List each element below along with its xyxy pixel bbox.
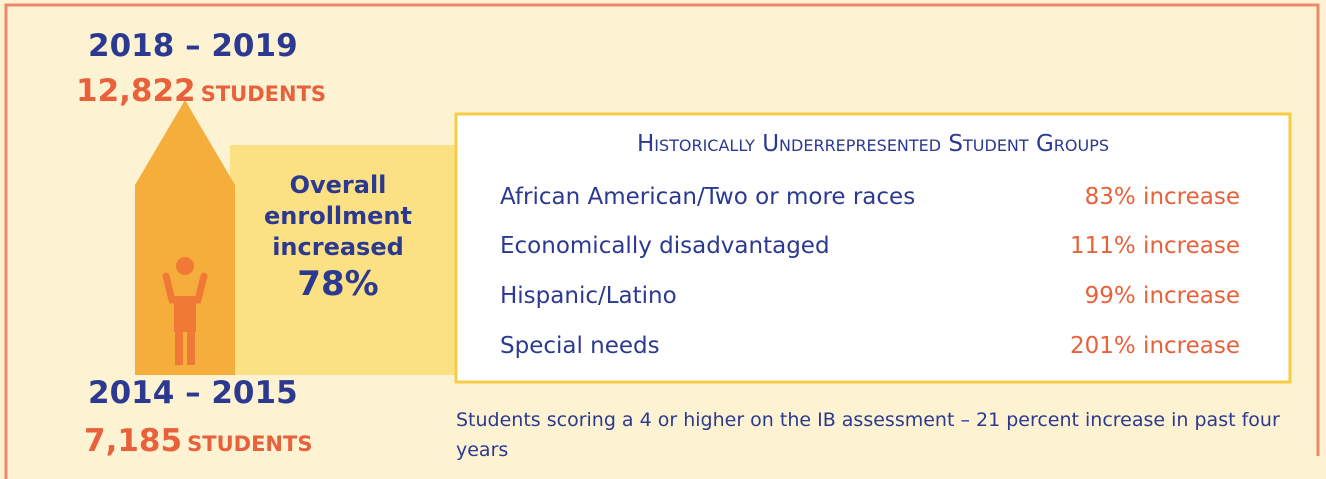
group-row: Economically disadvantaged 111% increase: [500, 233, 1240, 259]
footnote: Students scoring a 4 or higher on the IB…: [456, 405, 1316, 465]
group-increase: 201% increase: [1070, 333, 1240, 359]
overall-line: enrollment: [248, 201, 428, 232]
earlier-count: 7,185: [84, 423, 182, 459]
group-label: Hispanic/Latino: [500, 283, 677, 309]
recent-unit: STUDENTS: [201, 82, 326, 106]
group-row: Special needs 201% increase: [500, 333, 1240, 359]
group-row: African American/Two or more races 83% in…: [500, 184, 1240, 210]
earlier-enrollment: 7,185 STUDENTS: [84, 423, 312, 459]
overall-line: Overall: [248, 170, 428, 201]
earlier-years: 2014 – 2015: [88, 375, 298, 411]
growth-arrow: [135, 100, 235, 375]
group-increase: 99% increase: [1085, 283, 1240, 309]
overall-value: 78%: [248, 263, 428, 305]
overall-text: Overall enrollment increased 78%: [248, 170, 428, 305]
group-increase: 83% increase: [1085, 184, 1240, 210]
overall-line: increased: [248, 232, 428, 263]
group-label: Economically disadvantaged: [500, 233, 830, 259]
recent-count: 12,822: [76, 73, 196, 109]
groups-title: Historically Underrepresented Student Gr…: [456, 131, 1290, 157]
group-label: African American/Two or more races: [500, 184, 915, 210]
recent-enrollment: 12,822 STUDENTS: [76, 73, 326, 109]
recent-years: 2018 – 2019: [88, 28, 298, 64]
infographic: 2018 – 2019 12,822 STUDENTS Overall enro…: [0, 0, 1326, 479]
group-increase: 111% increase: [1070, 233, 1240, 259]
group-row: Hispanic/Latino 99% increase: [500, 283, 1240, 309]
earlier-unit: STUDENTS: [187, 432, 312, 456]
group-label: Special needs: [500, 333, 660, 359]
